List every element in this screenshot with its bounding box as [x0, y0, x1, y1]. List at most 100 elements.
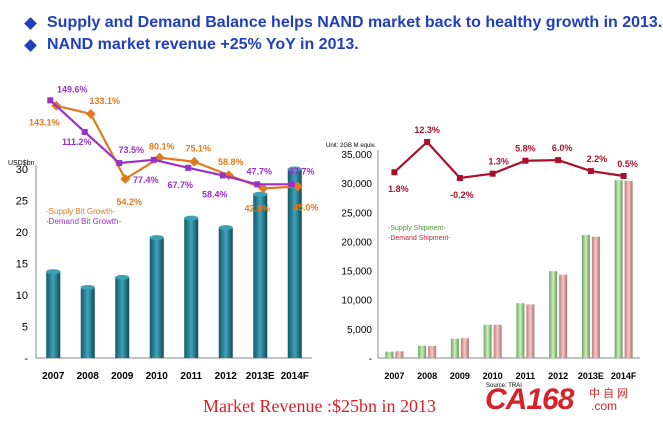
left-bar-cap-2012: [218, 225, 233, 231]
right-x-tick-label: 2012: [548, 371, 568, 381]
left-x-tick-label: 2009: [111, 371, 134, 382]
bullet-text-2: NAND market revenue +25% YoY in 2013.: [47, 36, 359, 53]
left-demand-label: 47.7%: [246, 166, 272, 176]
left-bar-cap-2011: [184, 215, 199, 221]
left-demand-point: [288, 181, 295, 188]
right-ratio-point: [424, 139, 431, 145]
left-y-tick-label: 30: [16, 164, 28, 176]
left-demand-label: 73.5%: [118, 145, 144, 155]
right-ratio-label: 12.3%: [414, 125, 440, 135]
right-ratio-label: 0.5%: [617, 159, 638, 169]
right-supply-bar-2008: [418, 345, 427, 358]
logo-cn-text: 中自网: [589, 388, 631, 400]
right-demand-bar-2007: [395, 351, 404, 358]
left-supply-label: 80.1%: [149, 142, 175, 152]
left-supply-label: 143.1%: [29, 118, 60, 128]
left-supply-point: [189, 156, 200, 167]
left-x-tick-label: 2014F: [281, 371, 309, 382]
left-supply-label: 54.2%: [116, 197, 142, 207]
left-x-tick-label: 2013E: [246, 371, 275, 382]
left-y-tick-label: 25: [16, 196, 28, 208]
right-demand-bar-2009: [460, 338, 469, 358]
logo-com-text: .com: [591, 399, 618, 413]
left-bar-cap-2008: [80, 284, 95, 290]
left-supply-label: 42.8%: [244, 203, 270, 213]
left-y-tick-label: 15: [16, 259, 28, 271]
right-y-tick-label: 30,000: [341, 179, 372, 190]
right-ratio-line: [393, 140, 624, 180]
left-demand-point: [150, 156, 157, 163]
left-bar-cap-2007: [46, 269, 61, 275]
left-demand-point: [81, 128, 88, 135]
left-bar-2013E: [253, 194, 268, 358]
right-legend-supply: -Supply Shipment-: [388, 225, 446, 232]
left-supply-label: 58.8%: [218, 157, 244, 167]
right-ratio-point: [587, 168, 594, 175]
bullet-item-1: Supply and Demand Balance helps NAND mar…: [24, 12, 663, 34]
right-supply-bar-2014F: [614, 180, 623, 358]
right-x-tick-label: 2010: [483, 371, 503, 381]
right-unit-label: Unit: 2GB M equiv.: [326, 143, 376, 149]
left-supply-label: 45.0%: [293, 203, 319, 213]
right-x-tick-label: 2011: [516, 371, 536, 381]
right-ratio-label: 2.2%: [587, 154, 608, 164]
right-supply-bar-2013E: [581, 235, 590, 358]
right-ratio-point: [456, 175, 463, 181]
right-supply-bar-2012: [549, 271, 558, 358]
left-demand-label: 149.6%: [57, 84, 88, 94]
right-demand-bar-2008: [428, 346, 437, 358]
right-demand-bar-2013E: [591, 236, 600, 358]
left-y-tick-label: -: [24, 353, 28, 365]
right-supply-bar-2009: [450, 338, 459, 358]
right-ratio-label: 1.3%: [488, 157, 509, 167]
right-legend-demand: -Demand Shipment-: [388, 235, 451, 242]
left-bar-2009: [115, 277, 130, 358]
left-legend-supply: -Supply Bit Growth-: [46, 207, 116, 216]
left-bar-cap-2010: [149, 235, 164, 241]
right-source-label: Source: TRAI: [486, 383, 522, 389]
left-ylabel: USD$bn: [8, 160, 35, 167]
right-y-tick-label: 5,000: [347, 325, 372, 336]
left-bar-2014F: [287, 169, 302, 358]
left-line-demand: [49, 99, 292, 186]
right-y-tick-label: 10,000: [341, 296, 372, 307]
left-bar-cap-2009: [115, 274, 130, 280]
left-y-tick-label: 10: [16, 290, 28, 302]
left-x-tick-label: 2008: [77, 371, 100, 382]
left-supply-point: [120, 173, 131, 184]
left-supply-point: [258, 183, 269, 194]
right-supply-bar-2007: [385, 351, 394, 358]
left-supply-label: 133.1%: [89, 96, 120, 106]
right-ratio-label: 6.0%: [552, 143, 573, 153]
right-y-tick-label: 35,000: [341, 150, 372, 161]
left-bar-2011: [184, 218, 199, 358]
right-y-tick-label: 15,000: [341, 267, 372, 278]
right-ratio-point: [522, 157, 529, 164]
bullet-text-1: Supply and Demand Balance helps NAND mar…: [47, 14, 663, 31]
right-ratio-point: [391, 169, 398, 176]
logo-main-text: CA168: [485, 383, 574, 416]
left-x-tick-label: 2007: [42, 371, 65, 382]
header-bullets: Supply and Demand Balance helps NAND mar…: [24, 12, 663, 56]
left-y-tick-label: 5: [22, 322, 28, 334]
left-demand-label: 77.4%: [133, 175, 159, 185]
right-x-tick-label: 2009: [450, 371, 470, 381]
right-x-tick-label: 2014F: [611, 371, 637, 381]
right-x-tick-label: 2013E: [578, 371, 604, 381]
right-demand-bar-2012: [559, 274, 568, 358]
right-supply-bar-2011: [516, 303, 525, 358]
left-demand-label: 47.7%: [289, 166, 315, 176]
bullet-item-2: NAND market revenue +25% YoY in 2013.: [24, 34, 662, 56]
right-demand-bar-2010: [493, 324, 502, 358]
left-demand-label: 67.7%: [167, 180, 193, 190]
right-supply-bar-2010: [483, 324, 492, 358]
right-x-tick-label: 2008: [417, 371, 437, 381]
left-bar-2012: [218, 227, 233, 358]
left-demand-point: [254, 181, 261, 188]
left-x-tick-label: 2011: [180, 371, 202, 382]
left-legend-demand: -Demand Bit Growth-: [46, 217, 121, 226]
left-bar-2008: [80, 287, 95, 358]
left-demand-point: [47, 97, 54, 104]
left-bar-cap-2014F: [287, 166, 302, 172]
